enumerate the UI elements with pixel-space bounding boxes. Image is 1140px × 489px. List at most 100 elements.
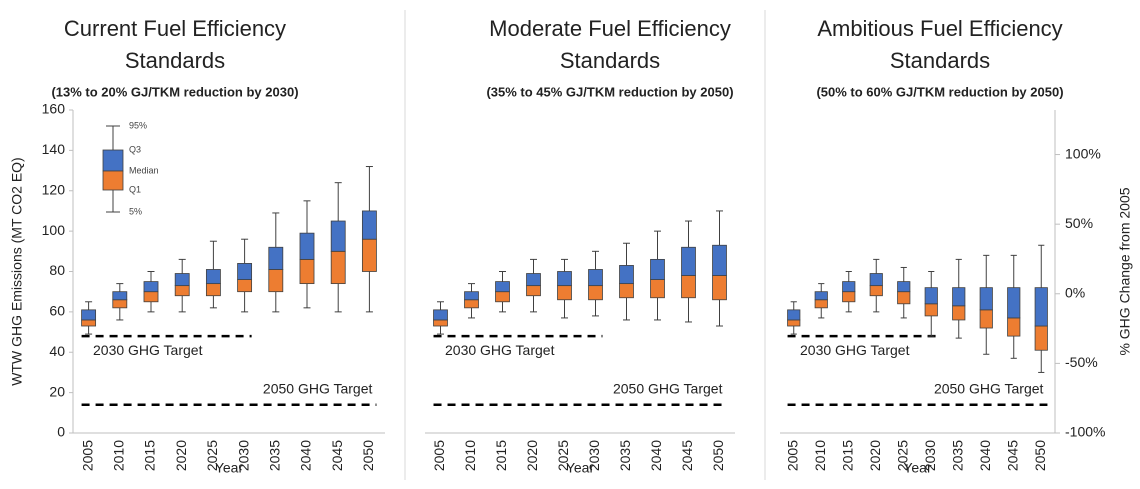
x-tick-label: 2005 bbox=[79, 440, 95, 471]
x-tick-label: 2030 bbox=[922, 440, 938, 471]
box-lower bbox=[979, 309, 993, 329]
chart-title: Current Fuel Efficiency bbox=[64, 16, 286, 41]
box-lower bbox=[81, 319, 97, 327]
box-lower bbox=[143, 291, 159, 303]
y-tick-label: 60 bbox=[49, 303, 65, 319]
box-upper bbox=[924, 287, 938, 305]
y2-tick-label: -100% bbox=[1065, 424, 1105, 440]
box-lower bbox=[557, 285, 572, 301]
x-tick-label: 2035 bbox=[267, 440, 283, 471]
x-axis-label: Year bbox=[903, 460, 932, 476]
box-lower bbox=[814, 299, 828, 309]
y-tick-label: 160 bbox=[42, 101, 66, 117]
x-tick-label: 2045 bbox=[1004, 440, 1020, 471]
x-axis-label: Year bbox=[566, 460, 595, 476]
chart-title: Standards bbox=[560, 48, 660, 73]
x-tick-label: 2010 bbox=[462, 440, 478, 471]
box-upper bbox=[361, 210, 377, 240]
x-tick-label: 2025 bbox=[555, 440, 571, 471]
box-upper bbox=[526, 273, 541, 287]
box-upper bbox=[330, 220, 346, 252]
box-lower bbox=[1034, 325, 1048, 351]
legend-label: Q3 bbox=[129, 144, 141, 154]
x-tick-label: 2015 bbox=[142, 440, 158, 471]
box-lower bbox=[237, 279, 253, 293]
legend-label: Median bbox=[129, 165, 159, 175]
box-upper bbox=[81, 309, 97, 321]
box-lower bbox=[299, 258, 315, 285]
box-lower bbox=[897, 291, 911, 305]
chart-title: Standards bbox=[125, 48, 225, 73]
x-tick-label: 2040 bbox=[648, 440, 664, 471]
y-tick-label: 20 bbox=[49, 383, 65, 399]
x-tick-label: 2020 bbox=[524, 440, 540, 471]
box-lower bbox=[174, 285, 190, 297]
legend-label: 5% bbox=[129, 206, 142, 216]
box-lower bbox=[495, 291, 510, 303]
chart-subtitle: (35% to 45% GJ/TKM reduction by 2050) bbox=[486, 84, 733, 99]
box-upper bbox=[299, 232, 315, 260]
box-upper bbox=[952, 287, 966, 307]
reference-label: 2030 GHG Target bbox=[800, 342, 910, 358]
box-lower bbox=[361, 238, 377, 272]
x-tick-label: 2030 bbox=[586, 440, 602, 471]
y-tick-label: 100 bbox=[42, 222, 66, 238]
box-lower bbox=[433, 319, 448, 327]
y-tick-label: 140 bbox=[42, 141, 66, 157]
box-lower bbox=[330, 250, 346, 285]
y-axis-label: WTW GHG Emissions (MT CO2 EQ) bbox=[9, 157, 25, 385]
box-lower bbox=[268, 269, 284, 293]
reference-label: 2050 GHG Target bbox=[263, 380, 373, 396]
box-upper bbox=[112, 291, 128, 301]
legend-label: Q1 bbox=[129, 184, 141, 194]
x-tick-label: 2010 bbox=[812, 440, 828, 471]
box-upper bbox=[897, 281, 911, 293]
box-upper bbox=[557, 271, 572, 287]
x-tick-label: 2045 bbox=[679, 440, 695, 471]
x-tick-label: 2025 bbox=[204, 440, 220, 471]
box-upper bbox=[979, 287, 993, 311]
x-tick-label: 2015 bbox=[839, 440, 855, 471]
x-tick-label: 2045 bbox=[329, 440, 345, 471]
box-upper bbox=[842, 281, 856, 293]
box-lower bbox=[464, 299, 479, 309]
x-tick-label: 2025 bbox=[894, 440, 910, 471]
box-upper bbox=[681, 246, 696, 276]
x-tick-label: 2050 bbox=[710, 440, 726, 471]
box-upper bbox=[464, 291, 479, 301]
x-tick-label: 2020 bbox=[867, 440, 883, 471]
box-lower bbox=[526, 285, 541, 297]
box-upper bbox=[433, 309, 448, 321]
chart-subtitle: (13% to 20% GJ/TKM reduction by 2030) bbox=[51, 84, 298, 99]
box-upper bbox=[237, 263, 253, 280]
box-upper bbox=[619, 265, 634, 285]
x-tick-label: 2005 bbox=[431, 440, 447, 471]
box-upper bbox=[814, 291, 828, 301]
x-tick-label: 2040 bbox=[298, 440, 314, 471]
reference-label: 2030 GHG Target bbox=[93, 342, 203, 358]
x-axis-label: Year bbox=[215, 460, 244, 476]
legend-label: 95% bbox=[129, 120, 147, 130]
box-lower bbox=[205, 283, 221, 297]
y-tick-label: 0 bbox=[57, 424, 65, 440]
y-tick-label: 40 bbox=[49, 343, 65, 359]
box-lower bbox=[619, 283, 634, 299]
box-lower bbox=[842, 291, 856, 303]
reference-label: 2050 GHG Target bbox=[613, 380, 723, 396]
box-lower bbox=[869, 285, 883, 297]
y2-tick-label: 100% bbox=[1065, 145, 1101, 161]
x-tick-label: 2010 bbox=[111, 440, 127, 471]
box-upper bbox=[787, 309, 801, 321]
box-upper bbox=[495, 281, 510, 293]
box-lower bbox=[112, 299, 128, 309]
y-tick-label: 80 bbox=[49, 262, 65, 278]
x-tick-label: 2035 bbox=[617, 440, 633, 471]
box-upper bbox=[143, 281, 159, 293]
box-lower bbox=[787, 319, 801, 327]
box-lower bbox=[712, 275, 727, 301]
x-tick-label: 2015 bbox=[493, 440, 509, 471]
legend-lower bbox=[102, 170, 124, 191]
box-upper bbox=[588, 269, 603, 287]
x-tick-label: 2035 bbox=[949, 440, 965, 471]
